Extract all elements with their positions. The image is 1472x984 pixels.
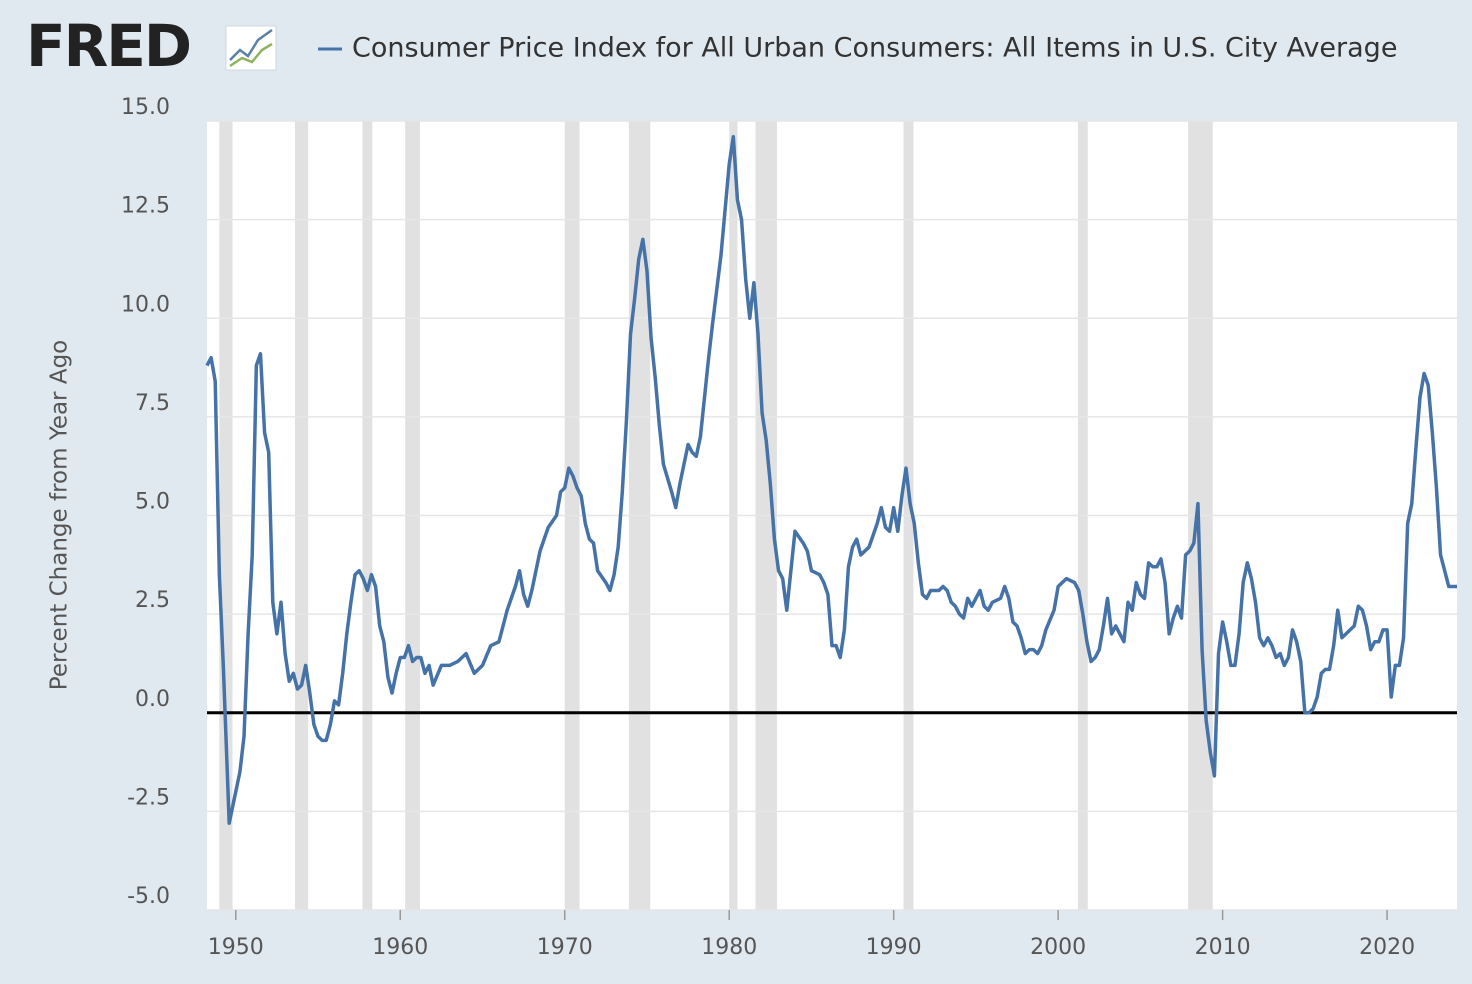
logo: FRED	[26, 12, 190, 80]
x-tick-label: 2000	[1030, 935, 1086, 960]
x-tick-label: 1970	[537, 935, 593, 960]
logo-icon	[225, 25, 277, 71]
y-tick-label: 0.0	[135, 687, 170, 712]
x-tick-label: 1990	[866, 935, 922, 960]
y-tick-label: 10.0	[121, 292, 170, 317]
y-tick-label: 2.5	[135, 588, 170, 613]
y-tick-label: 5.0	[135, 490, 170, 515]
data-line	[205, 135, 1457, 825]
y-tick-label: 15.0	[121, 95, 170, 120]
y-tick-label: 7.5	[135, 391, 170, 416]
logo-icon-line	[229, 42, 273, 68]
x-tick-label: 1960	[372, 935, 428, 960]
logo-icon-line	[229, 28, 273, 61]
y-tick-label: 12.5	[121, 194, 170, 219]
x-tick-label: 2010	[1195, 935, 1251, 960]
x-tick-label: 1950	[208, 935, 264, 960]
legend-label: Consumer Price Index for All Urban Consu…	[352, 33, 1397, 64]
y-axis-label: Percent Change from Year Ago	[47, 340, 73, 690]
y-tick-label: -5.0	[127, 884, 170, 909]
y-tick-label: -2.5	[127, 785, 170, 810]
x-tick-label: 1980	[701, 935, 757, 960]
x-tick-label: 2020	[1359, 935, 1415, 960]
